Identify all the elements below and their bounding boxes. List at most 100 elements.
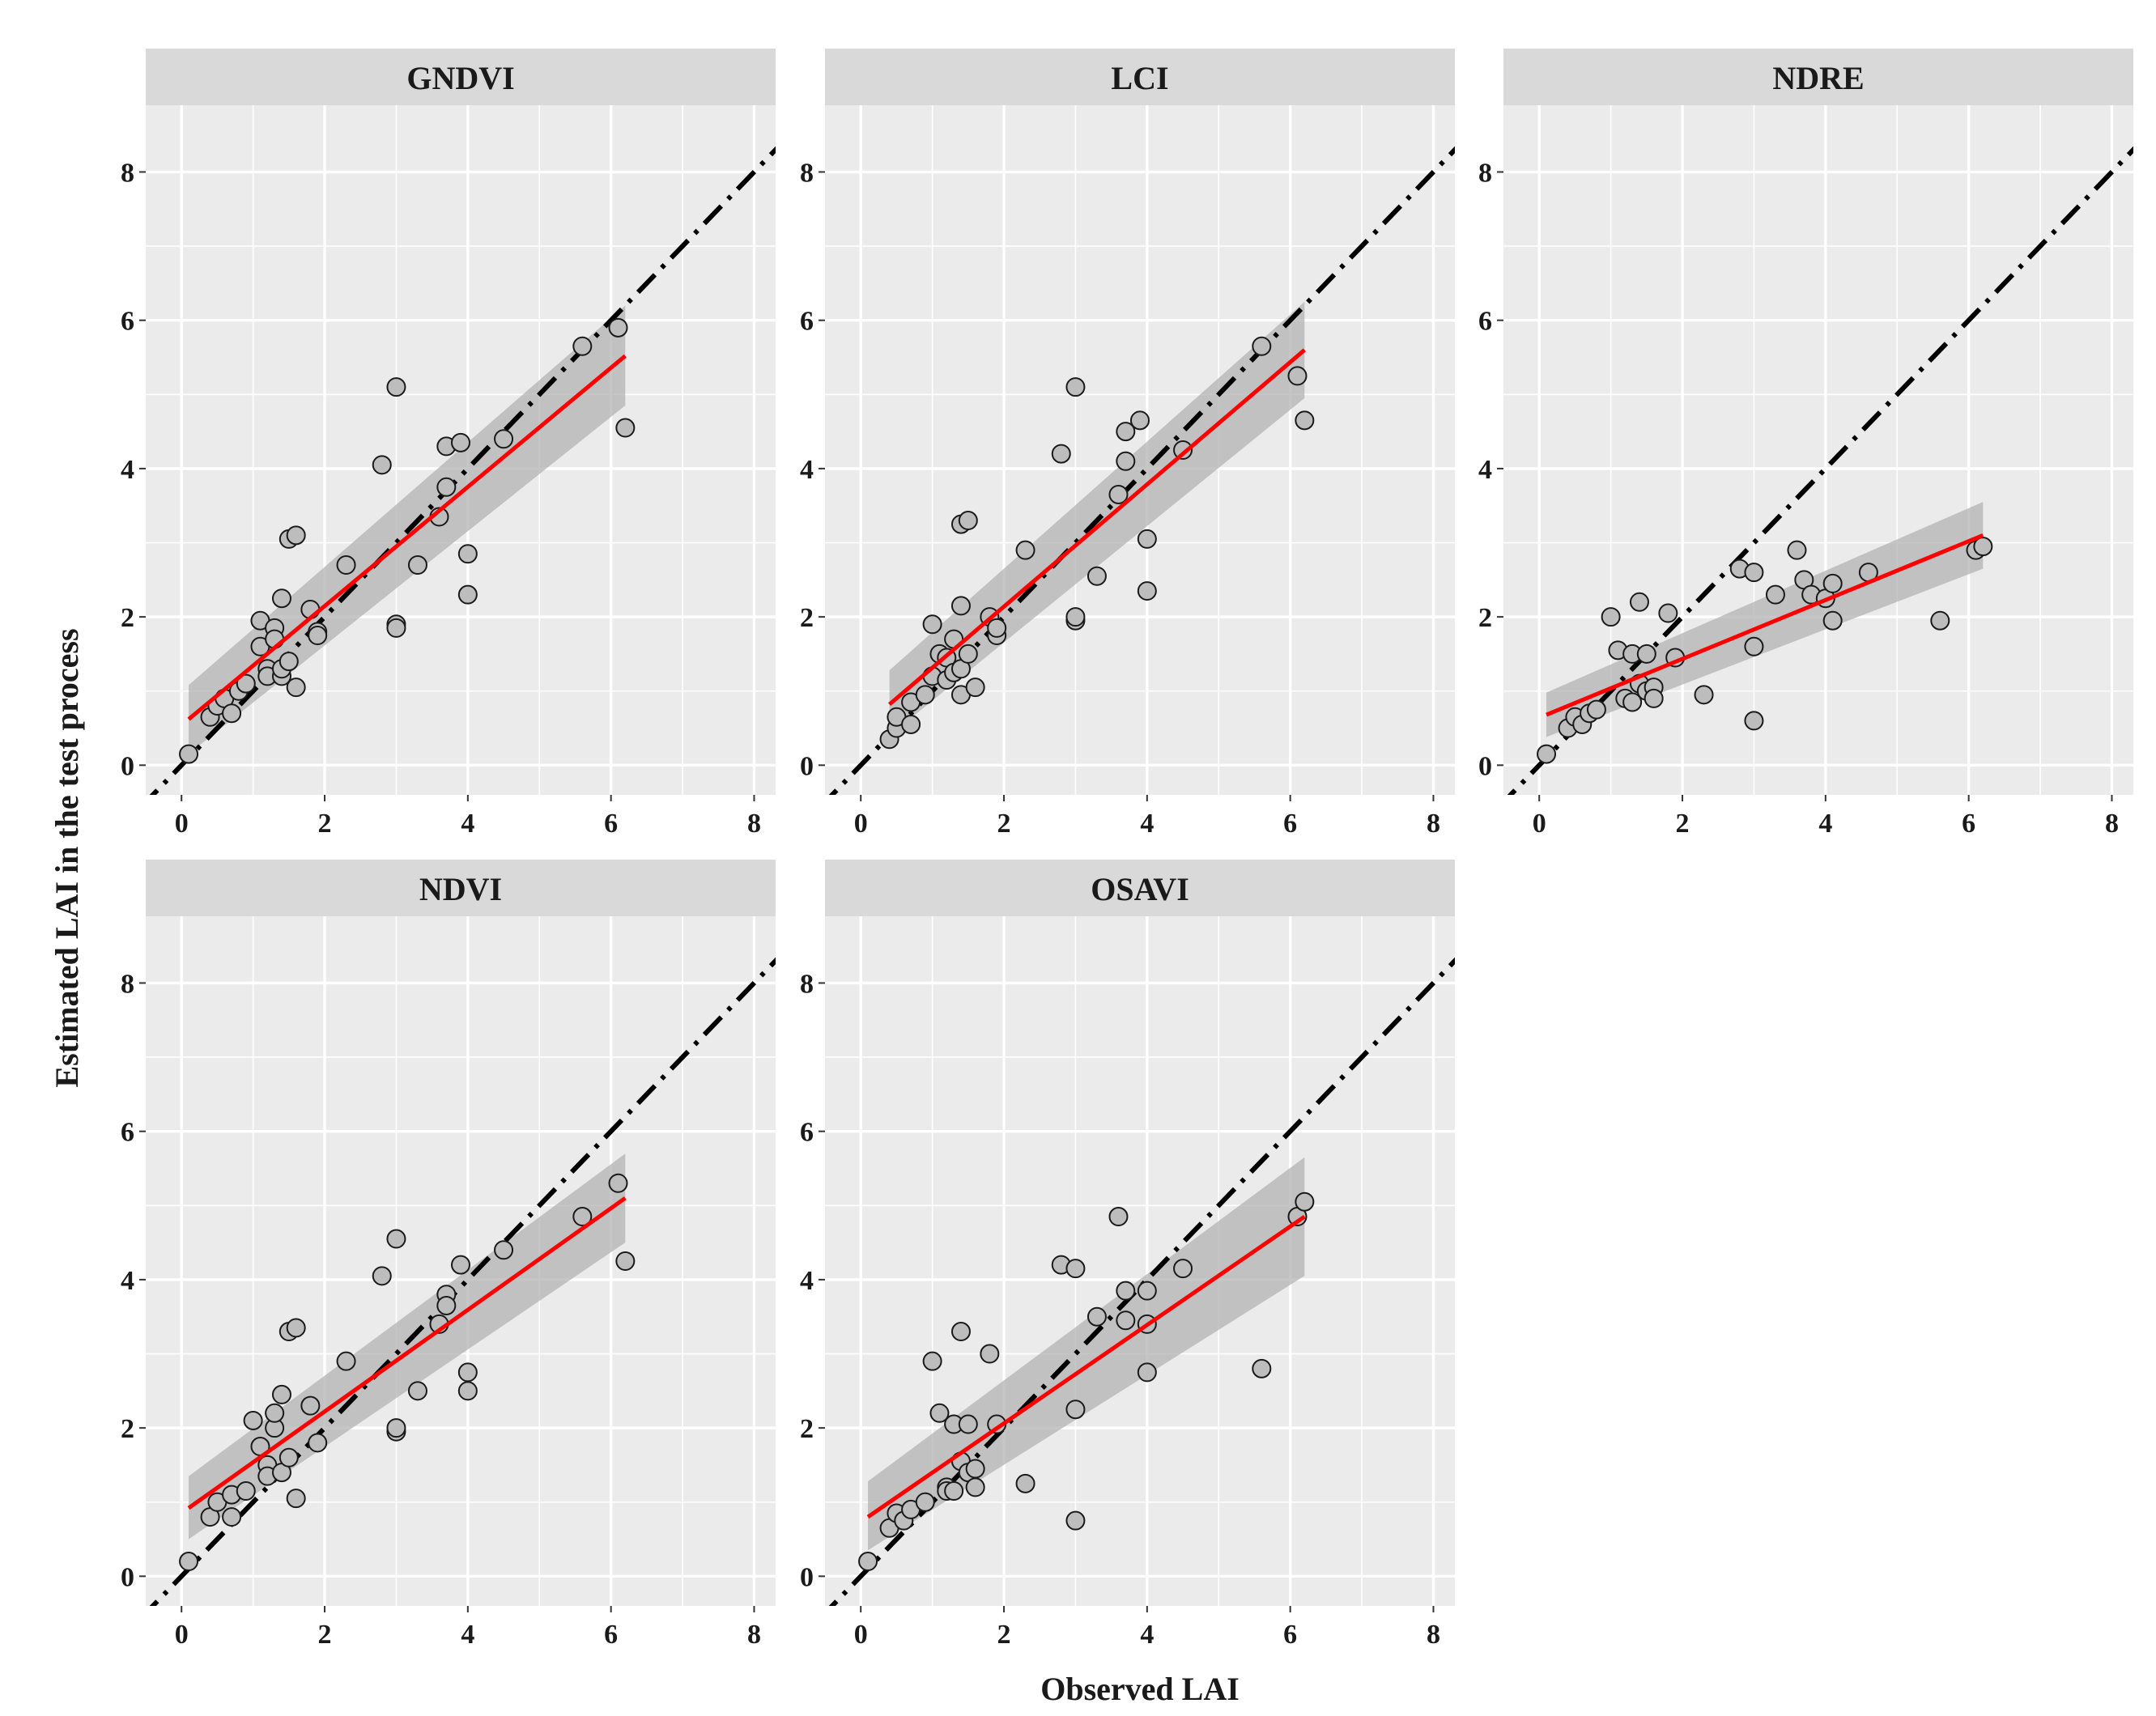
data-point xyxy=(915,685,935,705)
data-point xyxy=(457,584,478,605)
strip-lci xyxy=(825,49,1455,105)
x-tick-label: 4 xyxy=(1140,1620,1154,1650)
data-point xyxy=(1116,451,1136,471)
data-point xyxy=(615,1251,636,1271)
data-point xyxy=(336,555,356,575)
identity-line xyxy=(149,957,776,1606)
data-point xyxy=(1744,711,1764,731)
data-point xyxy=(1116,1281,1136,1301)
x-tick-label: 6 xyxy=(1962,809,1975,839)
panel-gndvi: GNDVI 0 2 4 6 8 0 2 4 6 8 xyxy=(121,49,776,839)
identity-line xyxy=(828,957,1455,1606)
data-point xyxy=(922,614,942,635)
panel-lci: LCI 0 2 4 6 8 0 2 4 6 8 xyxy=(800,49,1455,839)
x-tick-label: 0 xyxy=(175,809,189,839)
x-tick-label: 0 xyxy=(175,1620,189,1650)
strip-osavi xyxy=(825,860,1455,916)
data-point xyxy=(1601,607,1621,627)
data-point xyxy=(958,511,978,531)
y-tick-label: 6 xyxy=(121,307,134,337)
data-point xyxy=(271,1384,291,1404)
data-point xyxy=(457,544,478,564)
data-point xyxy=(1636,644,1656,664)
data-point xyxy=(1137,529,1157,549)
data-point xyxy=(386,377,406,397)
data-point xyxy=(1744,563,1764,583)
y-tick-label: 0 xyxy=(1478,751,1492,781)
data-point xyxy=(950,1322,971,1342)
data-point xyxy=(286,1318,306,1338)
x-tick-label: 4 xyxy=(1140,809,1154,839)
fit-line xyxy=(887,348,1306,707)
data-point xyxy=(1137,581,1157,601)
data-point xyxy=(1252,1358,1272,1378)
y-tick-label: 0 xyxy=(121,751,134,781)
data-point xyxy=(494,429,514,449)
data-point xyxy=(1629,592,1649,612)
fit-line xyxy=(866,1214,1306,1519)
data-point xyxy=(407,1381,427,1401)
data-point xyxy=(1822,610,1843,631)
data-point xyxy=(436,477,457,497)
y-tick-label: 6 xyxy=(800,307,814,337)
data-point xyxy=(1658,603,1678,623)
data-point xyxy=(1586,699,1606,720)
data-point xyxy=(1252,336,1272,356)
x-tick-label: 6 xyxy=(604,809,618,839)
y-tick-label: 8 xyxy=(121,969,134,999)
y-tick-label: 6 xyxy=(800,1118,814,1148)
y-axis-title: Estimated LAI in the test process xyxy=(49,628,85,1087)
data-point xyxy=(929,1403,950,1423)
y-tick-label: 6 xyxy=(1478,307,1492,337)
fit-line xyxy=(187,354,627,721)
data-point xyxy=(1137,1281,1157,1301)
x-axis-title: Observed LAI xyxy=(1040,1671,1240,1707)
data-point xyxy=(1065,607,1086,627)
data-point xyxy=(1973,537,1993,557)
data-point xyxy=(436,1295,457,1315)
data-point xyxy=(950,596,971,616)
data-point xyxy=(222,703,242,724)
data-point xyxy=(1065,1400,1086,1420)
fit-line xyxy=(1546,533,1984,717)
y-tick-label: 2 xyxy=(1478,603,1492,633)
x-tick-label: 6 xyxy=(1283,809,1297,839)
strip-label-gndvi: GNDVI xyxy=(406,60,514,96)
data-point xyxy=(1173,1259,1193,1279)
data-point xyxy=(608,317,628,338)
panel-osavi: OSAVI 0 2 4 6 8 0 2 4 6 8 xyxy=(800,860,1455,1650)
data-point xyxy=(1295,410,1315,431)
strip-ndvi xyxy=(146,860,776,916)
y-tick-label: 8 xyxy=(800,969,814,999)
facet-panels: GNDVI 0 2 4 6 8 0 2 4 6 8 LCI 0 2 4 6 8 0 2 4 6 8 NDRE 0 2 4 6 8 0 2 4… xyxy=(121,49,2133,1650)
data-point xyxy=(300,1395,321,1416)
data-point xyxy=(965,677,985,698)
data-point xyxy=(286,1489,306,1509)
x-tick-label: 6 xyxy=(604,1620,618,1650)
data-point xyxy=(958,644,978,664)
x-tick-label: 8 xyxy=(747,1620,761,1650)
data-point xyxy=(386,1229,406,1249)
data-point xyxy=(451,1255,470,1275)
x-tick-label: 0 xyxy=(854,1620,868,1650)
x-tick-label: 2 xyxy=(318,809,332,839)
data-point xyxy=(944,1481,964,1501)
y-tick-label: 2 xyxy=(121,1414,134,1444)
y-tick-label: 8 xyxy=(1478,158,1492,188)
data-point xyxy=(494,1240,514,1260)
confidence-band xyxy=(189,1153,626,1540)
data-point xyxy=(457,1381,478,1401)
data-point xyxy=(901,714,921,734)
data-point xyxy=(243,1410,263,1430)
data-point xyxy=(1694,685,1714,705)
data-point xyxy=(858,1552,878,1572)
data-point xyxy=(336,1351,356,1371)
data-point xyxy=(457,1362,478,1383)
y-tick-label: 4 xyxy=(800,455,814,485)
x-tick-label: 0 xyxy=(1533,809,1546,839)
data-point xyxy=(265,1403,285,1423)
data-point xyxy=(236,673,256,694)
data-point xyxy=(1537,744,1557,764)
strip-gndvi xyxy=(146,49,776,105)
panel-data-layer xyxy=(1503,105,2133,795)
